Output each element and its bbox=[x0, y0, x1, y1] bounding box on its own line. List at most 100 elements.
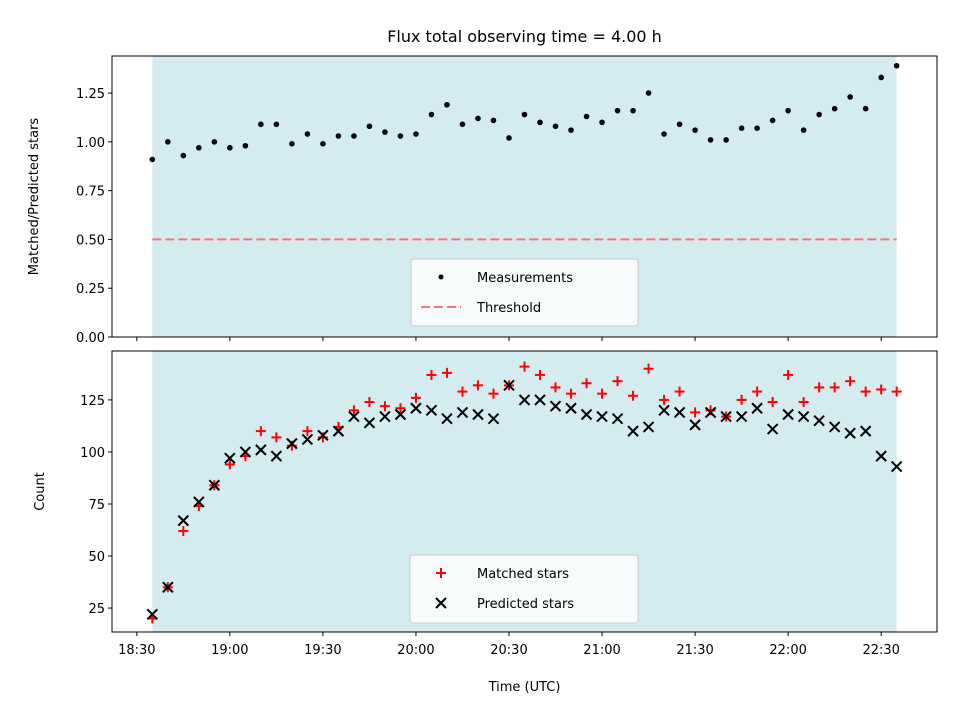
matched-star-point bbox=[814, 382, 825, 393]
predicted-star-point bbox=[782, 408, 794, 421]
measurement-point bbox=[335, 133, 342, 139]
matched-star-point bbox=[860, 386, 871, 397]
measurement-point bbox=[180, 152, 187, 159]
predicted-star-point bbox=[487, 412, 500, 425]
bottom-y-tick-label: 100 bbox=[80, 446, 105, 461]
matched-star-point bbox=[628, 390, 639, 401]
measurement-point bbox=[165, 139, 171, 145]
top-y-tick-label: 0.75 bbox=[76, 185, 105, 200]
predicted-star-point bbox=[472, 408, 484, 421]
legend-threshold-label: Threshold bbox=[476, 301, 541, 316]
top-legend-box bbox=[410, 258, 639, 327]
measurement-point bbox=[707, 137, 714, 143]
matched-star-point bbox=[519, 361, 530, 372]
predicted-star-point bbox=[239, 446, 252, 458]
predicted-star-point bbox=[844, 427, 856, 439]
predicted-star-point bbox=[363, 417, 376, 429]
measurement-point bbox=[413, 131, 419, 137]
predicted-star-point bbox=[797, 410, 810, 423]
predicted-star-point bbox=[348, 410, 360, 423]
predicted-star-point bbox=[751, 402, 763, 414]
x-tick-label: 21:00 bbox=[583, 643, 620, 658]
matched-star-point bbox=[488, 388, 499, 399]
predicted-star-point bbox=[890, 460, 903, 473]
measurement-point bbox=[382, 129, 388, 135]
matched-star-point bbox=[550, 382, 561, 393]
measurement-point bbox=[289, 141, 295, 147]
predicted-star-point bbox=[441, 412, 453, 425]
matched-star-point bbox=[736, 394, 747, 405]
matched-star-point bbox=[876, 384, 887, 395]
legend-predicted-marker bbox=[435, 597, 447, 609]
measurement-point bbox=[738, 125, 745, 132]
measurement-point bbox=[258, 121, 264, 128]
top-axes-frame bbox=[111, 55, 938, 338]
matched-star-point bbox=[410, 392, 421, 403]
top-y-tick-label: 0.50 bbox=[76, 233, 105, 248]
top-y-tick-label: 1.25 bbox=[76, 87, 105, 102]
predicted-star-point bbox=[828, 421, 841, 433]
matched-star-point bbox=[752, 386, 763, 397]
measurement-point bbox=[723, 137, 729, 143]
predicted-star-point bbox=[255, 444, 267, 456]
measurement-point bbox=[800, 127, 807, 133]
predicted-star-point bbox=[689, 419, 701, 431]
matched-star-point bbox=[255, 426, 266, 437]
predicted-star-point bbox=[565, 402, 577, 414]
matched-star-point bbox=[302, 426, 313, 437]
matched-star-point bbox=[845, 376, 856, 387]
measurement-point bbox=[692, 127, 698, 133]
measurement-point bbox=[754, 125, 760, 132]
predicted-star-point bbox=[224, 452, 236, 464]
x-tick-label: 18:30 bbox=[118, 643, 155, 658]
matched-star-point bbox=[178, 526, 189, 537]
measurement-point bbox=[475, 115, 481, 122]
measurement-point bbox=[831, 105, 838, 112]
predicted-star-point bbox=[642, 421, 655, 433]
predicted-star-point bbox=[627, 425, 639, 437]
predicted-star-point bbox=[596, 410, 608, 423]
matched-star-point bbox=[535, 369, 546, 380]
matched-star-point bbox=[457, 386, 468, 397]
predicted-star-point bbox=[766, 423, 779, 435]
matched-star-point bbox=[829, 382, 840, 393]
measurement-point bbox=[661, 131, 667, 137]
measurement-point bbox=[428, 111, 435, 118]
x-tick-label: 19:30 bbox=[304, 643, 341, 658]
measurement-point bbox=[847, 94, 853, 100]
predicted-star-point bbox=[534, 394, 546, 406]
measurement-point bbox=[490, 117, 497, 124]
predicted-star-point bbox=[456, 406, 469, 419]
bottom-legend: Matched stars Predicted stars bbox=[409, 554, 639, 624]
bottom-y-tick-label: 50 bbox=[88, 550, 105, 565]
measurement-point bbox=[227, 144, 233, 151]
measurement-point bbox=[444, 101, 450, 108]
top-legend: Measurements Threshold bbox=[410, 258, 639, 327]
matched-star-point bbox=[597, 388, 608, 399]
predicted-star-point bbox=[720, 410, 732, 423]
measurement-point bbox=[273, 121, 280, 128]
predicted-star-point bbox=[270, 450, 283, 462]
predicted-star-point bbox=[394, 408, 407, 421]
matched-star-point bbox=[674, 386, 685, 397]
predicted-star-point bbox=[859, 425, 872, 437]
measurement-point bbox=[149, 156, 156, 163]
matched-star-point bbox=[690, 407, 701, 418]
measurement-point bbox=[242, 142, 249, 149]
measurement-point bbox=[614, 107, 621, 114]
x-tick-label: 22:30 bbox=[862, 643, 899, 658]
bottom-y-tick-label: 75 bbox=[88, 498, 105, 513]
measurement-point bbox=[320, 141, 326, 147]
predicted-star-point bbox=[704, 406, 717, 419]
matched-star-point bbox=[798, 396, 809, 407]
top-y-tick-label: 1.00 bbox=[76, 136, 105, 151]
measurement-point bbox=[878, 74, 884, 81]
predicted-star-point bbox=[162, 581, 174, 593]
x-axis-label: Time (UTC) bbox=[488, 680, 561, 695]
predicted-star-point bbox=[503, 379, 515, 392]
matched-star-point bbox=[271, 432, 282, 443]
matched-star-point bbox=[891, 386, 902, 397]
measurement-point bbox=[521, 111, 528, 118]
measurement-point bbox=[552, 123, 559, 130]
